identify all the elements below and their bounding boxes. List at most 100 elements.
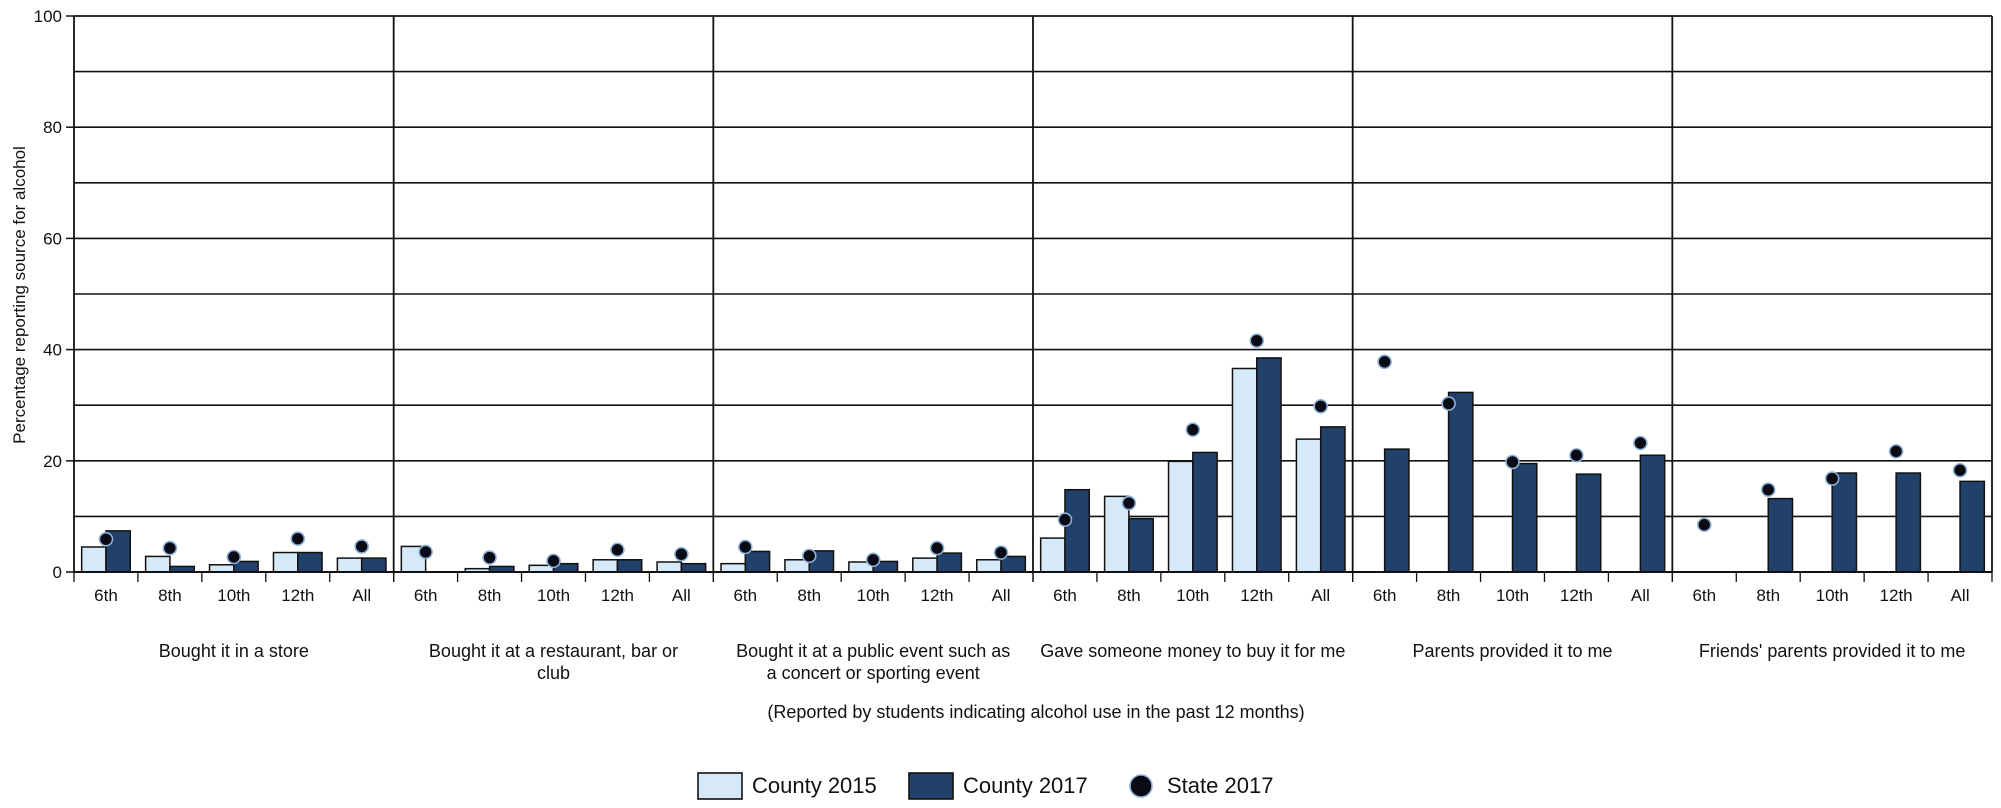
- x-tick-label: All: [352, 586, 371, 605]
- dot-state-2017: [290, 531, 306, 546]
- x-tick-label: 8th: [1117, 586, 1141, 605]
- legend-swatch: [908, 772, 954, 800]
- bar-county-2017: [1767, 497, 1794, 573]
- legend-item-county-2017: County 2017: [908, 772, 1088, 800]
- y-axis-label: Percentage reporting source for alcohol: [10, 146, 29, 444]
- x-tick-label: 6th: [1692, 586, 1716, 605]
- dot-state-2017: [162, 540, 178, 556]
- dot-state-2017: [737, 539, 753, 555]
- dot-state-2017: [993, 545, 1009, 560]
- group-label-line: Bought it at a public event such as: [736, 641, 1010, 661]
- y-tick-label: 20: [43, 452, 62, 471]
- bar-county-2015: [912, 557, 938, 573]
- bar-county-2017: [1575, 473, 1602, 573]
- x-tick-label: 10th: [1496, 586, 1529, 605]
- bar-county-2017: [1383, 448, 1410, 573]
- legend-label: County 2017: [963, 773, 1088, 798]
- x-axis: 6th 8th 10th 12th All Bought it in a store 6th…: [73, 572, 1993, 683]
- bar-county-2015: [144, 555, 171, 573]
- bar-county-2015: [720, 562, 747, 573]
- group-label-line: Parents provided it to me: [1412, 641, 1612, 661]
- y-tick-label: 40: [43, 341, 62, 360]
- bar-county-2017: [680, 562, 707, 573]
- bar-county-2017: [1064, 488, 1091, 573]
- x-tick-label: 8th: [478, 586, 502, 605]
- bar-county-2017: [1192, 451, 1218, 573]
- group-label: Bought it at a public event such as a con…: [736, 641, 1010, 683]
- y-axis: 0 20 40 60 80 100: [34, 7, 74, 582]
- dot-state-2017: [610, 542, 625, 558]
- x-tick-label: 12th: [1560, 586, 1593, 605]
- group-label-line: Friends' parents provided it to me: [1699, 641, 1966, 661]
- group-label-line: Bought it at a restaurant, bar or: [429, 641, 678, 661]
- bar-county-2017: [1511, 462, 1538, 573]
- x-tick-label: 12th: [281, 586, 314, 605]
- dot-state-2017: [1697, 517, 1712, 533]
- x-tick-label: 6th: [94, 586, 118, 605]
- x-tick-label: 8th: [158, 586, 182, 605]
- bar-county-2015: [975, 559, 1002, 573]
- dot-state-2017: [1249, 333, 1265, 349]
- dot-state-2017: [674, 546, 689, 562]
- x-tick-label: All: [1951, 586, 1970, 605]
- legend-swatch: [697, 772, 743, 800]
- x-tick-label: 6th: [1053, 586, 1077, 605]
- dot-state-2017: [1569, 447, 1584, 463]
- bar-county-2015: [1295, 438, 1322, 573]
- bar-county-2017: [1128, 517, 1154, 573]
- y-tick-label: 60: [43, 229, 62, 248]
- bar-county-2015: [80, 546, 107, 573]
- dot-state-2017: [865, 552, 881, 568]
- dot-state-2017: [1441, 396, 1456, 411]
- x-tick-label: 8th: [1756, 586, 1780, 605]
- dot-state-2017: [226, 549, 242, 565]
- dot-state-2017: [354, 539, 370, 554]
- y-tick-label: 100: [34, 7, 62, 26]
- x-tick-label: 10th: [537, 586, 570, 605]
- group-label: Parents provided it to me: [1412, 641, 1612, 661]
- group-label: Bought it in a store: [159, 641, 309, 661]
- bar-county-2017: [360, 557, 387, 573]
- bar-county-2015: [1039, 537, 1066, 573]
- dot-state-2017: [1313, 399, 1328, 414]
- group-label-line: a concert or sporting event: [767, 663, 980, 683]
- dot-state-2017: [801, 548, 817, 564]
- x-tick-label: 12th: [921, 586, 954, 605]
- bar-county-2015: [592, 559, 619, 573]
- x-tick-label: 6th: [733, 586, 757, 605]
- dot-state-2017: [1760, 482, 1776, 498]
- bar-county-2017: [936, 552, 963, 573]
- bar-county-2017: [1256, 357, 1282, 573]
- group-label: Gave someone money to buy it for me: [1040, 641, 1345, 661]
- legend-item-county-2015: County 2015: [697, 772, 877, 800]
- dot-state-2017: [1505, 454, 1520, 470]
- dot-state-2017: [418, 544, 433, 560]
- x-tick-label: 6th: [1373, 586, 1397, 605]
- bar-county-2015: [208, 564, 235, 573]
- dot-state-2017: [1952, 462, 1968, 478]
- dot-state-2017: [1185, 422, 1201, 437]
- legend: County 2015 County 2017 State 2017: [697, 772, 1273, 800]
- x-tick-label: 6th: [414, 586, 438, 605]
- bar-county-2017: [616, 559, 643, 573]
- bar-county-2015: [336, 557, 363, 573]
- x-axis-note: (Reported by students indicating alcohol…: [767, 702, 1304, 722]
- y-tick-label: 0: [53, 563, 62, 582]
- bar-county-2017: [744, 550, 771, 573]
- x-tick-label: 10th: [217, 586, 250, 605]
- x-tick-label: 12th: [601, 586, 634, 605]
- dot-state-2017: [1824, 471, 1840, 486]
- legend-label: State 2017: [1167, 773, 1273, 798]
- bar-county-2015: [272, 551, 299, 573]
- dot-state-2017: [1057, 512, 1073, 528]
- group-label: Bought it at a restaurant, bar or club: [429, 641, 678, 683]
- legend-swatch: [1129, 774, 1153, 798]
- bar-county-2017: [1831, 472, 1858, 573]
- legend-item-state-2017: State 2017: [1129, 773, 1273, 798]
- group-label-line: Gave someone money to buy it for me: [1040, 641, 1345, 661]
- bar-county-2017: [1319, 426, 1346, 573]
- x-tick-label: 12th: [1240, 586, 1273, 605]
- dot-state-2017: [482, 550, 497, 565]
- x-tick-label: 10th: [857, 586, 890, 605]
- bar-county-2017: [297, 551, 323, 573]
